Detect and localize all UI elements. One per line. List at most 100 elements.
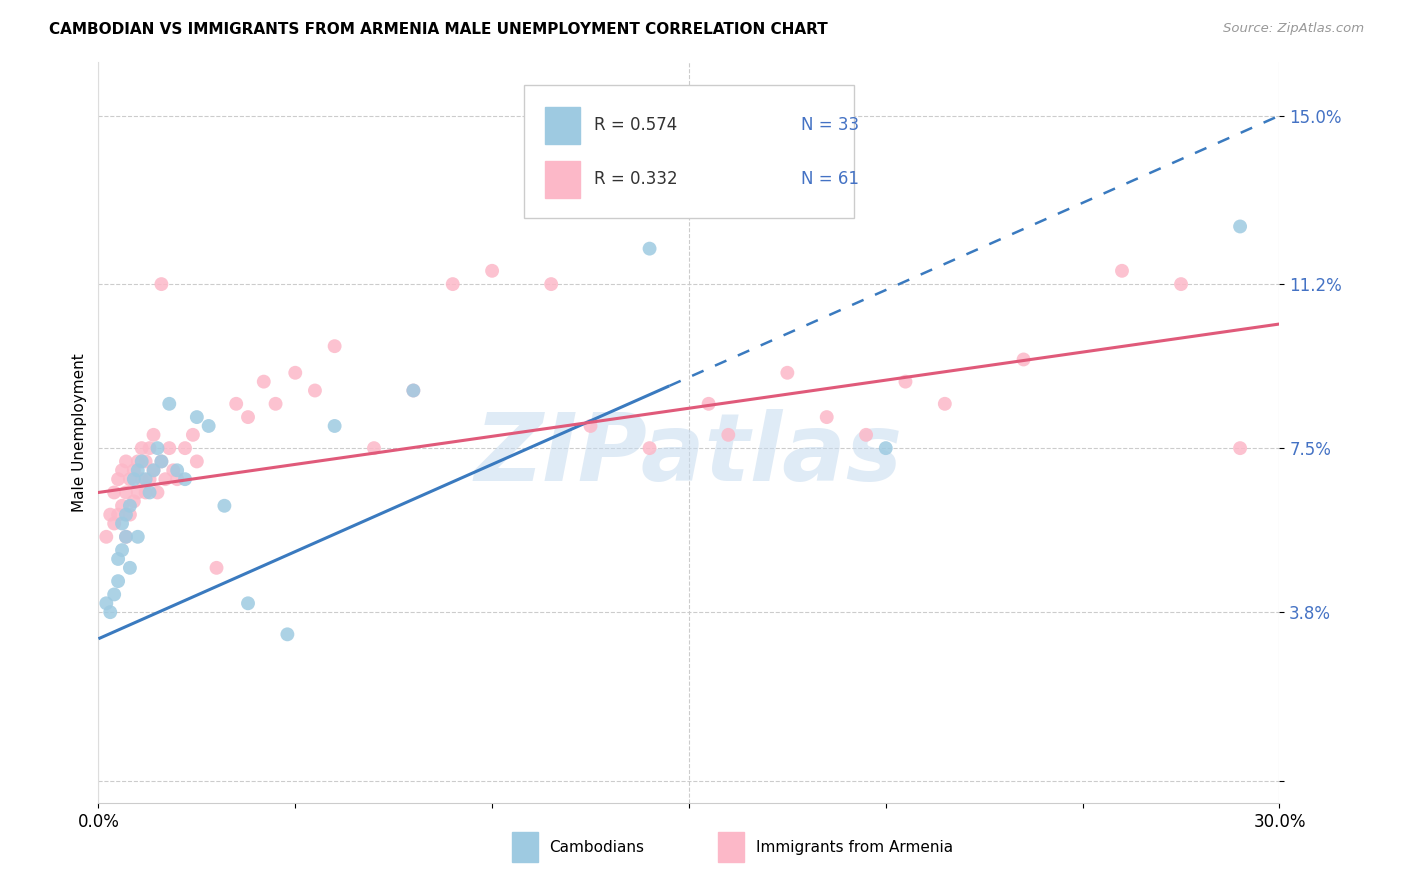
Point [481, 264, 503, 278]
Point [138, 441, 160, 455]
Point [1229, 441, 1251, 455]
Point [115, 508, 138, 522]
Point [214, 499, 236, 513]
Point [253, 375, 276, 389]
Text: N = 61: N = 61 [801, 170, 859, 188]
Point [115, 530, 138, 544]
Point [107, 552, 129, 566]
Point [98, 605, 121, 619]
Point [131, 441, 153, 455]
Point [323, 339, 346, 353]
Point [157, 441, 180, 455]
Point [276, 627, 298, 641]
Point [138, 472, 160, 486]
Point [697, 397, 720, 411]
Point [776, 366, 799, 380]
Point [166, 472, 188, 486]
Point [934, 397, 956, 411]
Point [150, 277, 173, 292]
Point [127, 530, 149, 544]
Bar [512, 832, 537, 862]
Point [135, 472, 157, 486]
Point [205, 561, 228, 575]
Point [115, 485, 138, 500]
Point [717, 427, 740, 442]
Point [155, 472, 177, 486]
Point [118, 561, 141, 575]
Point [127, 454, 149, 468]
Point [111, 543, 134, 558]
Point [122, 494, 145, 508]
Text: R = 0.332: R = 0.332 [595, 170, 678, 188]
Point [225, 397, 247, 411]
Point [284, 366, 307, 380]
Point [98, 508, 121, 522]
Point [103, 485, 125, 500]
Point [115, 454, 138, 468]
Text: Immigrants from Armenia: Immigrants from Armenia [756, 839, 953, 855]
Point [118, 508, 141, 522]
Text: N = 33: N = 33 [801, 116, 859, 135]
Point [197, 419, 219, 434]
Point [162, 463, 184, 477]
Point [103, 516, 125, 531]
Point [402, 384, 425, 398]
Point [304, 384, 326, 398]
Point [107, 472, 129, 486]
Point [118, 499, 141, 513]
Point [107, 574, 129, 588]
Point [540, 277, 562, 292]
Point [135, 485, 157, 500]
Point [96, 530, 118, 544]
Point [122, 463, 145, 477]
Point [157, 397, 180, 411]
Point [181, 427, 204, 442]
Point [579, 419, 602, 434]
Point [186, 454, 208, 468]
Point [894, 375, 917, 389]
Point [135, 454, 157, 468]
Point [875, 441, 897, 455]
Text: Cambodians: Cambodians [550, 839, 644, 855]
Point [138, 485, 160, 500]
Point [111, 516, 134, 531]
Point [174, 441, 197, 455]
Point [166, 463, 188, 477]
Point [236, 410, 259, 425]
Point [264, 397, 287, 411]
Text: ZIPatlas: ZIPatlas [475, 409, 903, 500]
Point [115, 530, 138, 544]
Point [174, 472, 197, 486]
Point [111, 499, 134, 513]
Text: R = 0.574: R = 0.574 [595, 116, 678, 135]
Point [638, 441, 661, 455]
Point [815, 410, 838, 425]
Point [1111, 264, 1133, 278]
Point [855, 427, 877, 442]
Point [638, 242, 661, 256]
Point [127, 485, 149, 500]
Point [150, 454, 173, 468]
Point [111, 463, 134, 477]
FancyBboxPatch shape [523, 85, 855, 218]
Point [323, 419, 346, 434]
Y-axis label: Male Unemployment: Male Unemployment [72, 353, 87, 512]
Point [118, 472, 141, 486]
Point [142, 463, 165, 477]
Point [236, 596, 259, 610]
Point [146, 441, 169, 455]
Point [402, 384, 425, 398]
Point [142, 463, 165, 477]
Bar [546, 107, 581, 144]
Point [186, 410, 208, 425]
Text: Source: ZipAtlas.com: Source: ZipAtlas.com [1223, 22, 1364, 36]
Point [96, 596, 118, 610]
Point [363, 441, 385, 455]
Point [131, 454, 153, 468]
Point [146, 485, 169, 500]
Bar [546, 161, 581, 198]
Point [107, 508, 129, 522]
Point [122, 472, 145, 486]
Point [1012, 352, 1035, 367]
Point [103, 587, 125, 601]
